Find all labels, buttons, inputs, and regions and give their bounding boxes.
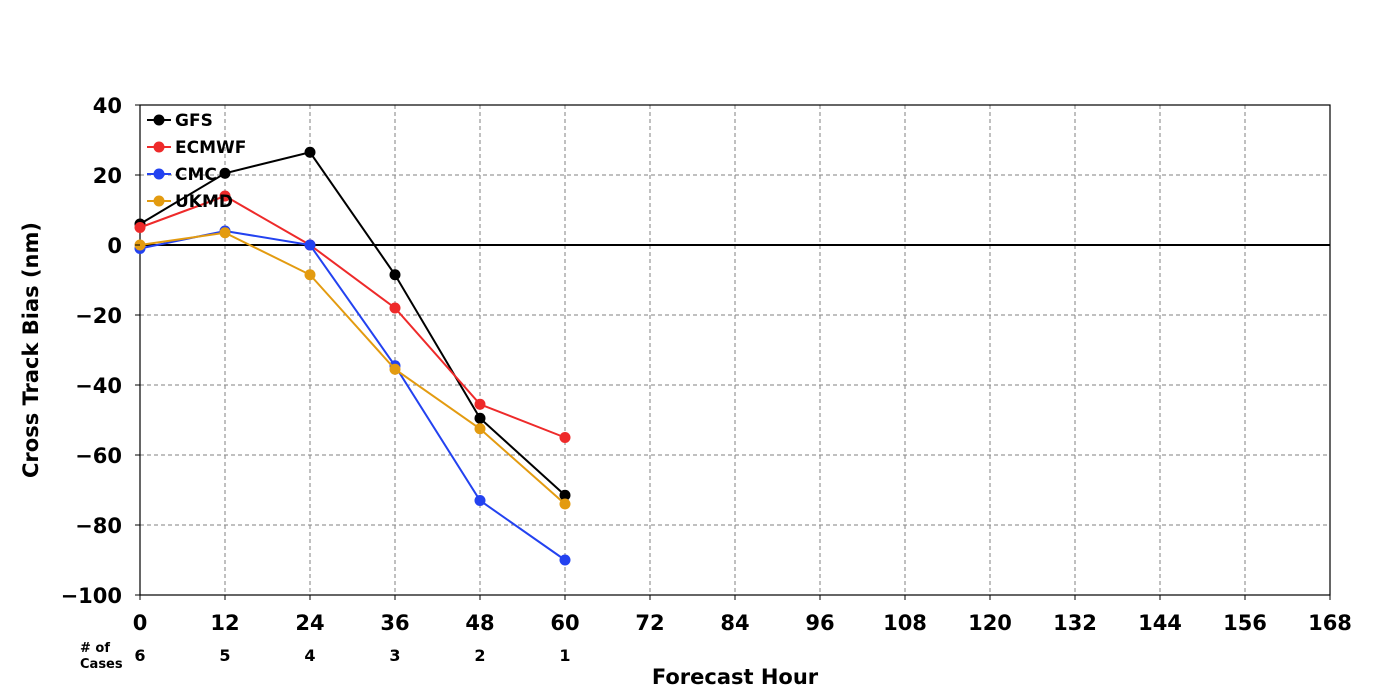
cases-count: 3 — [389, 646, 400, 665]
legend-marker — [153, 141, 165, 153]
series-ukmd — [134, 227, 571, 510]
data-point-cmc — [304, 239, 316, 251]
legend-item-ukmd: UKMD — [147, 192, 233, 212]
y-axis-title: Cross Track Bias (nm) — [19, 222, 43, 478]
x-tick-label: 168 — [1308, 611, 1352, 635]
legend-item-cmc: CMC — [147, 165, 217, 185]
cases-row: # of Cases 6 5 4 3 2 1 — [80, 641, 571, 672]
data-point-ukmd — [559, 498, 571, 510]
x-tick-label: 120 — [968, 611, 1012, 635]
data-point-ukmd — [389, 363, 401, 375]
legend: GFS ECMWF CMC UKMD — [147, 111, 246, 212]
x-tick-label: 36 — [380, 611, 409, 635]
series-ecmwf — [134, 190, 571, 443]
x-axis-title: Forecast Hour — [652, 665, 819, 689]
x-tick-label: 48 — [465, 611, 494, 635]
data-point-gfs — [219, 167, 231, 179]
y-tick-label: 40 — [93, 94, 122, 118]
cases-count: 2 — [474, 646, 485, 665]
data-point-gfs — [389, 269, 401, 281]
data-point-ecmwf — [389, 302, 401, 314]
y-tick-label: 20 — [93, 164, 122, 188]
data-point-cmc — [474, 495, 486, 506]
cases-count: 6 — [134, 646, 145, 665]
x-tick-label: 156 — [1223, 611, 1267, 635]
y-tick-label: 0 — [107, 234, 122, 258]
x-tick-label: 24 — [295, 611, 324, 635]
data-point-gfs — [304, 146, 316, 158]
data-point-ukmd — [474, 423, 486, 435]
legend-marker — [153, 195, 165, 207]
data-point-cmc — [559, 554, 571, 566]
x-tick-label: 84 — [720, 611, 749, 635]
y-tick-label: −20 — [75, 304, 122, 328]
legend-label: GFS — [175, 111, 213, 131]
legend-label: UKMD — [175, 192, 233, 212]
x-tick-label: 12 — [210, 611, 239, 635]
x-axis-ticks: 0 12 24 36 48 60 72 84 96 108 120 132 144 156 168 — [133, 595, 1352, 635]
data-point-gfs — [559, 489, 571, 501]
y-tick-label: −100 — [61, 584, 122, 608]
legend-label: CMC — [175, 165, 217, 185]
y-tick-label: −40 — [75, 374, 122, 398]
grid-lines — [140, 105, 1330, 595]
series-line-ecmwf — [139, 194, 566, 439]
cases-label-line2: Cases — [80, 657, 123, 672]
series-layer — [134, 146, 571, 566]
cases-label-line1: # of — [80, 641, 110, 656]
x-tick-label: 144 — [1138, 611, 1182, 635]
y-tick-label: −80 — [75, 514, 122, 538]
series-line-gfs — [139, 151, 566, 496]
x-tick-label: 96 — [805, 611, 834, 635]
cases-count: 1 — [559, 646, 570, 665]
data-point-ukmd — [219, 227, 231, 239]
data-point-ecmwf — [474, 398, 486, 410]
cases-count: 4 — [304, 646, 315, 665]
x-tick-label: 60 — [550, 611, 579, 635]
cases-count: 5 — [219, 646, 230, 665]
data-point-ukmd — [304, 269, 316, 281]
data-point-ecmwf — [219, 190, 231, 202]
y-tick-label: −60 — [75, 444, 122, 468]
legend-item-gfs: GFS — [147, 111, 213, 131]
legend-item-ecmwf: ECMWF — [147, 138, 246, 158]
x-tick-label: 132 — [1053, 611, 1097, 635]
legend-marker — [153, 114, 165, 126]
series-line-cmc — [139, 229, 566, 561]
data-point-ecmwf — [134, 222, 146, 233]
x-tick-label: 72 — [635, 611, 664, 635]
data-point-ecmwf — [559, 432, 571, 443]
series-line-ukmd — [139, 231, 566, 505]
x-tick-label: 0 — [133, 611, 148, 635]
legend-marker — [153, 168, 165, 180]
legend-label: ECMWF — [175, 138, 246, 158]
x-tick-label: 108 — [883, 611, 927, 635]
y-axis-ticks: −100 −80 −60 −40 −20 0 20 40 — [61, 94, 140, 608]
data-point-gfs — [474, 412, 486, 424]
